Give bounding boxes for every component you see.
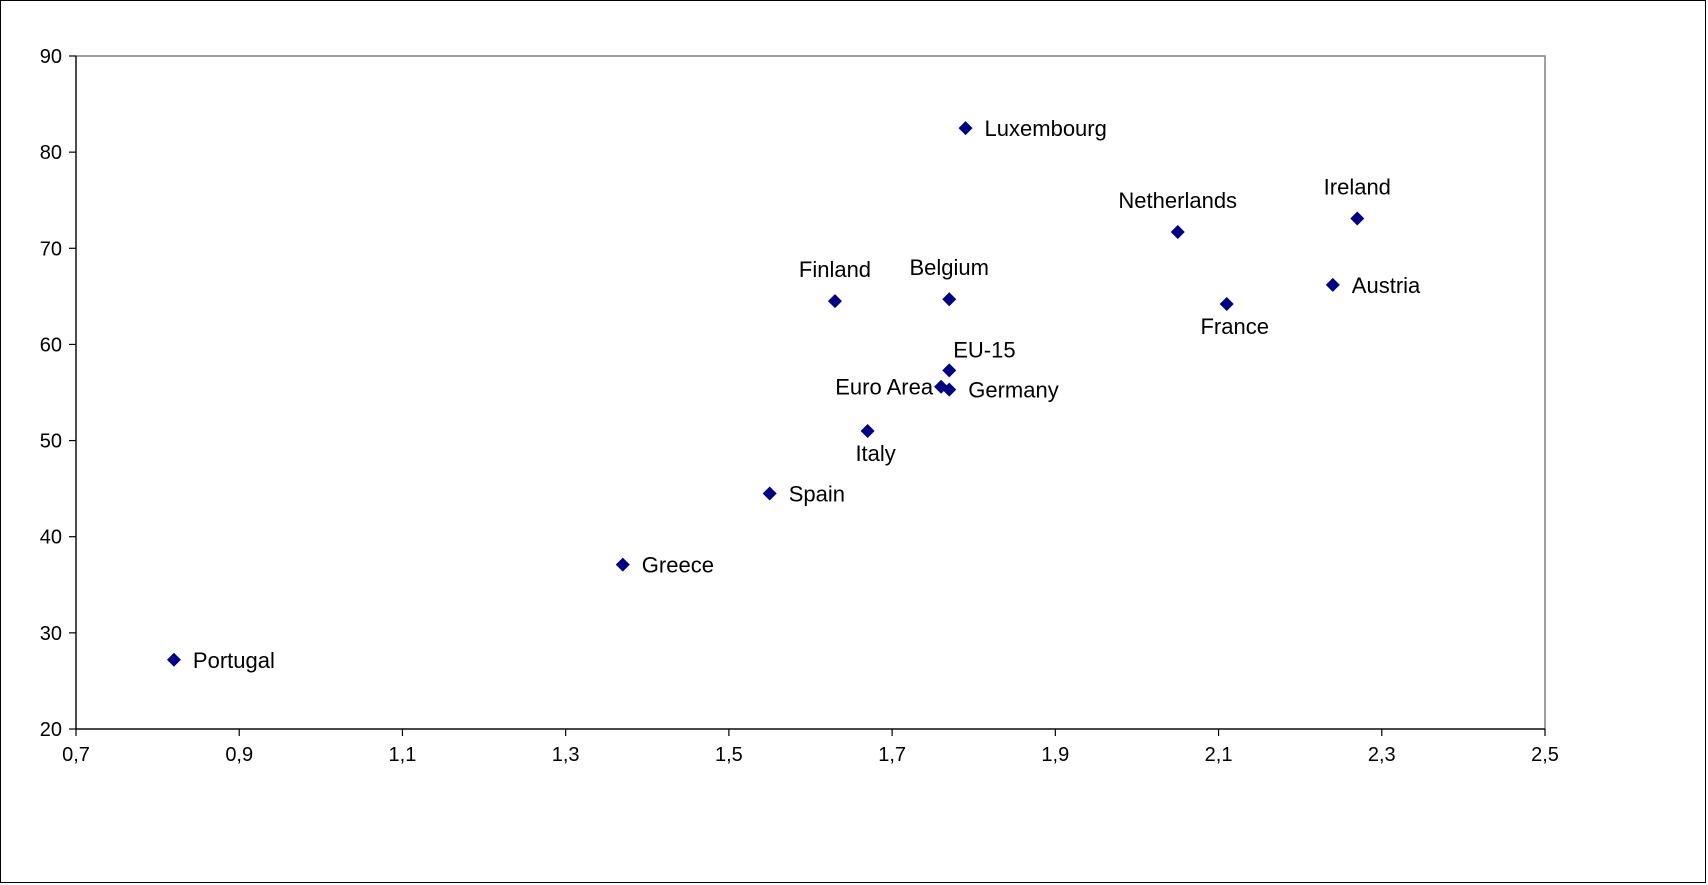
plot-area xyxy=(75,55,1546,730)
data-point-austria xyxy=(1325,277,1340,292)
data-label-ireland: Ireland xyxy=(1324,174,1391,199)
x-tick-label: 1,7 xyxy=(878,744,906,766)
data-point-france xyxy=(1219,297,1234,312)
data-label-germany: Germany xyxy=(968,378,1058,403)
data-point-germany xyxy=(942,382,957,397)
axes: 20 30 40 50 60 70 80 90 0,7 0,9 1,1 1,3 1,5 1,7 1,9 2,1… xyxy=(40,46,1559,766)
x-tick-label: 1,1 xyxy=(389,744,417,766)
data-label-belgium: Belgium xyxy=(909,255,988,280)
x-tick-label: 2,5 xyxy=(1531,744,1559,766)
x-tick-label: 2,1 xyxy=(1205,744,1233,766)
y-tick-label: 40 xyxy=(40,527,62,549)
data-labels: Portugal Greece Spain Italy Finland Euro Area… xyxy=(193,116,1421,673)
data-label-finland: Finland xyxy=(799,257,871,282)
data-point-belgium xyxy=(942,292,957,307)
data-point-italy xyxy=(860,423,875,438)
data-point-eu-15 xyxy=(942,363,957,378)
y-tick-label: 70 xyxy=(40,238,62,260)
y-tick-label: 50 xyxy=(40,431,62,453)
data-point-finland xyxy=(827,294,842,309)
data-label-luxembourg: Luxembourg xyxy=(985,116,1107,141)
x-tick-label: 2,3 xyxy=(1368,744,1396,766)
data-label-france: France xyxy=(1200,314,1268,339)
data-label-italy: Italy xyxy=(855,441,895,466)
data-point-greece xyxy=(615,557,630,572)
data-point-luxembourg xyxy=(958,121,973,136)
y-tick-label: 20 xyxy=(40,719,62,741)
data-points xyxy=(166,121,1365,667)
data-point-netherlands xyxy=(1170,224,1185,239)
data-point-portugal xyxy=(166,652,181,667)
data-point-spain xyxy=(762,486,777,501)
x-tick-label: 1,5 xyxy=(715,744,743,766)
data-label-greece: Greece xyxy=(642,553,714,578)
y-tick-label: 80 xyxy=(40,142,62,164)
data-label-spain: Spain xyxy=(789,481,845,506)
x-tick-label: 1,3 xyxy=(552,744,580,766)
y-tick-label: 30 xyxy=(40,623,62,645)
x-tick-label: 0,9 xyxy=(225,744,253,766)
data-label-portugal: Portugal xyxy=(193,648,275,673)
x-tick-label: 1,9 xyxy=(1041,744,1069,766)
x-tick-label: 0,7 xyxy=(62,744,90,766)
data-label-netherlands: Netherlands xyxy=(1118,188,1237,213)
data-label-eu-15: EU-15 xyxy=(953,337,1015,362)
data-label-austria: Austria xyxy=(1352,273,1421,298)
y-tick-label: 90 xyxy=(40,46,62,68)
y-tick-label: 60 xyxy=(40,334,62,356)
data-point-ireland xyxy=(1350,211,1365,226)
data-label-euro-area: Euro Area xyxy=(835,375,934,400)
